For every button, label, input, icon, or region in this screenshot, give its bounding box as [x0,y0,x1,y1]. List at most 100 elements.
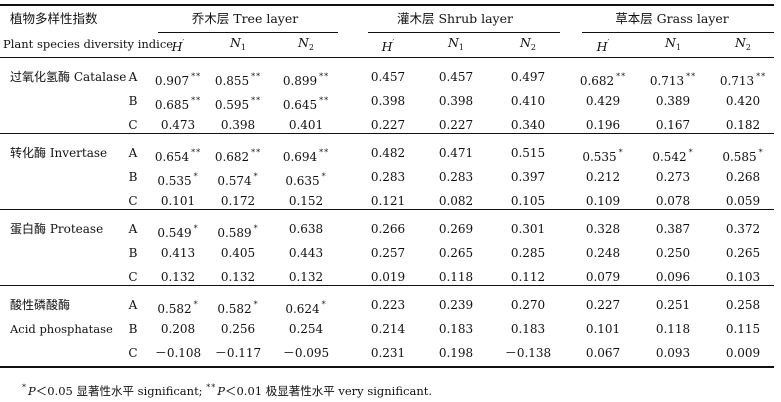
table-cell: 0.457 [371,70,405,84]
cell-value: 0.183 [438,322,474,336]
cell-value: 0.595 [214,98,250,112]
metric-symbol: N [734,35,746,50]
enzyme-label: 转化酶 Invertase [10,146,108,160]
cell-value: 0.398 [370,94,406,108]
significance-mark: ** [251,148,262,157]
significance-mark: * [193,172,199,181]
table-cell: 0.443 [289,246,323,260]
table-cell: 0.397 [511,170,545,184]
significance-mark: ** [686,72,697,81]
metric-subscript: 1 [240,43,247,52]
metric-heading: H′ [597,36,610,54]
cell-value: 0.624 [285,302,320,316]
cell-value: 0.585 [722,150,757,164]
cell-value: 0.239 [438,298,474,312]
cell-value: －0.108 [154,346,202,360]
significance-mark: * [253,300,259,309]
cell-value: 0.471 [438,146,474,160]
significance-mark: * [321,172,327,181]
table-cell: 0.115 [726,322,760,336]
significance-mark: * [253,224,259,233]
cell-value: 0.167 [655,118,691,132]
table-cell: 0.398 [439,94,473,108]
group-rule-0 [158,32,338,33]
metric-subscript: 1 [458,43,465,52]
table-cell: 0.429 [586,94,620,108]
metric-heading: N2 [520,36,536,55]
table-cell: 0.595 ** [215,94,261,112]
table-cell: 0.497 [511,70,545,84]
cell-value: 0.429 [585,94,621,108]
footnote-text-1: ＜0.05 显著性水平 significant; [35,384,203,398]
table-cell: 0.231 [371,346,405,360]
cell-value: 0.482 [370,146,406,160]
table-cell: 0.132 [161,270,195,284]
cell-value: 0.694 [282,150,318,164]
cell-value: 0.227 [438,118,474,132]
cell-value: 0.112 [510,270,546,284]
table-cell: 0.167 [656,118,690,132]
table-cell: 0.254 [289,322,323,336]
metric-symbol: N [229,35,241,50]
cell-value: 0.105 [510,194,546,208]
significance-mark: ** [191,96,202,105]
significance-mark: ** [319,72,330,81]
table-cell: 0.223 [371,298,405,312]
table-cell: 0.535 * [157,170,198,188]
table-cell: 0.214 [371,322,405,336]
table-cell: 0.182 [726,118,760,132]
table-cell: 0.265 [726,246,760,260]
group-label: A [128,70,138,84]
table-cell: 0.585 * [722,146,763,164]
header-bottom-rule [0,57,774,58]
cell-value: 0.372 [725,222,761,236]
table-cell: 0.682 ** [215,146,261,164]
table-cell: 0.266 [371,222,405,236]
cell-value: 0.196 [585,118,621,132]
cell-value: 0.574 [217,174,252,188]
table-cell: －0.108 [155,346,201,360]
table-cell: 0.270 [511,298,545,312]
layer-heading-1: 灌木层 Shrub layer [397,11,513,26]
table-top-rule [0,4,774,6]
table-cell: 0.227 [371,118,405,132]
table-cell: 0.515 [511,146,545,160]
table-cell: 0.079 [586,270,620,284]
cell-value: 0.397 [510,170,546,184]
cell-value: 0.301 [510,222,546,236]
index-label-cn: 植物多样性指数 [10,11,98,26]
table-cell: 0.401 [289,118,323,132]
table-cell: 0.328 [586,222,620,236]
table-cell: 0.265 [439,246,473,260]
enzyme-label: 蛋白酶 Protease [10,222,104,236]
cell-value: －0.095 [282,346,330,360]
table-cell: 0.471 [439,146,473,160]
table-cell: 0.413 [161,246,195,260]
cell-value: 0.212 [585,170,621,184]
table-cell: 0.250 [656,246,690,260]
table-cell: 0.269 [439,222,473,236]
cell-value: 0.115 [725,322,761,336]
cell-value: 0.227 [585,298,621,312]
table-cell: 0.340 [511,118,545,132]
cell-value: 0.420 [725,94,761,108]
cell-value: 0.103 [725,270,761,284]
cell-value: 0.410 [510,94,546,108]
cell-value: 0.638 [288,222,324,236]
cell-value: 0.067 [585,346,621,360]
cell-value: 0.231 [370,346,406,360]
cell-value: 0.096 [655,270,691,284]
group-label: A [128,298,138,312]
enzyme-label: 酸性磷酸酶 [10,298,71,312]
cell-value: 0.198 [438,346,474,360]
group-label: C [128,270,138,284]
cell-value: 0.413 [160,246,196,260]
significance-mark: * [688,148,694,157]
significance-mark: ** [251,96,262,105]
metric-subscript: 2 [308,43,315,52]
table-cell: 0.152 [289,194,323,208]
significance-mark: ** [251,72,262,81]
metric-symbol: H [596,39,608,54]
group-rule-1 [368,32,560,33]
significance-mark: ** [319,148,330,157]
